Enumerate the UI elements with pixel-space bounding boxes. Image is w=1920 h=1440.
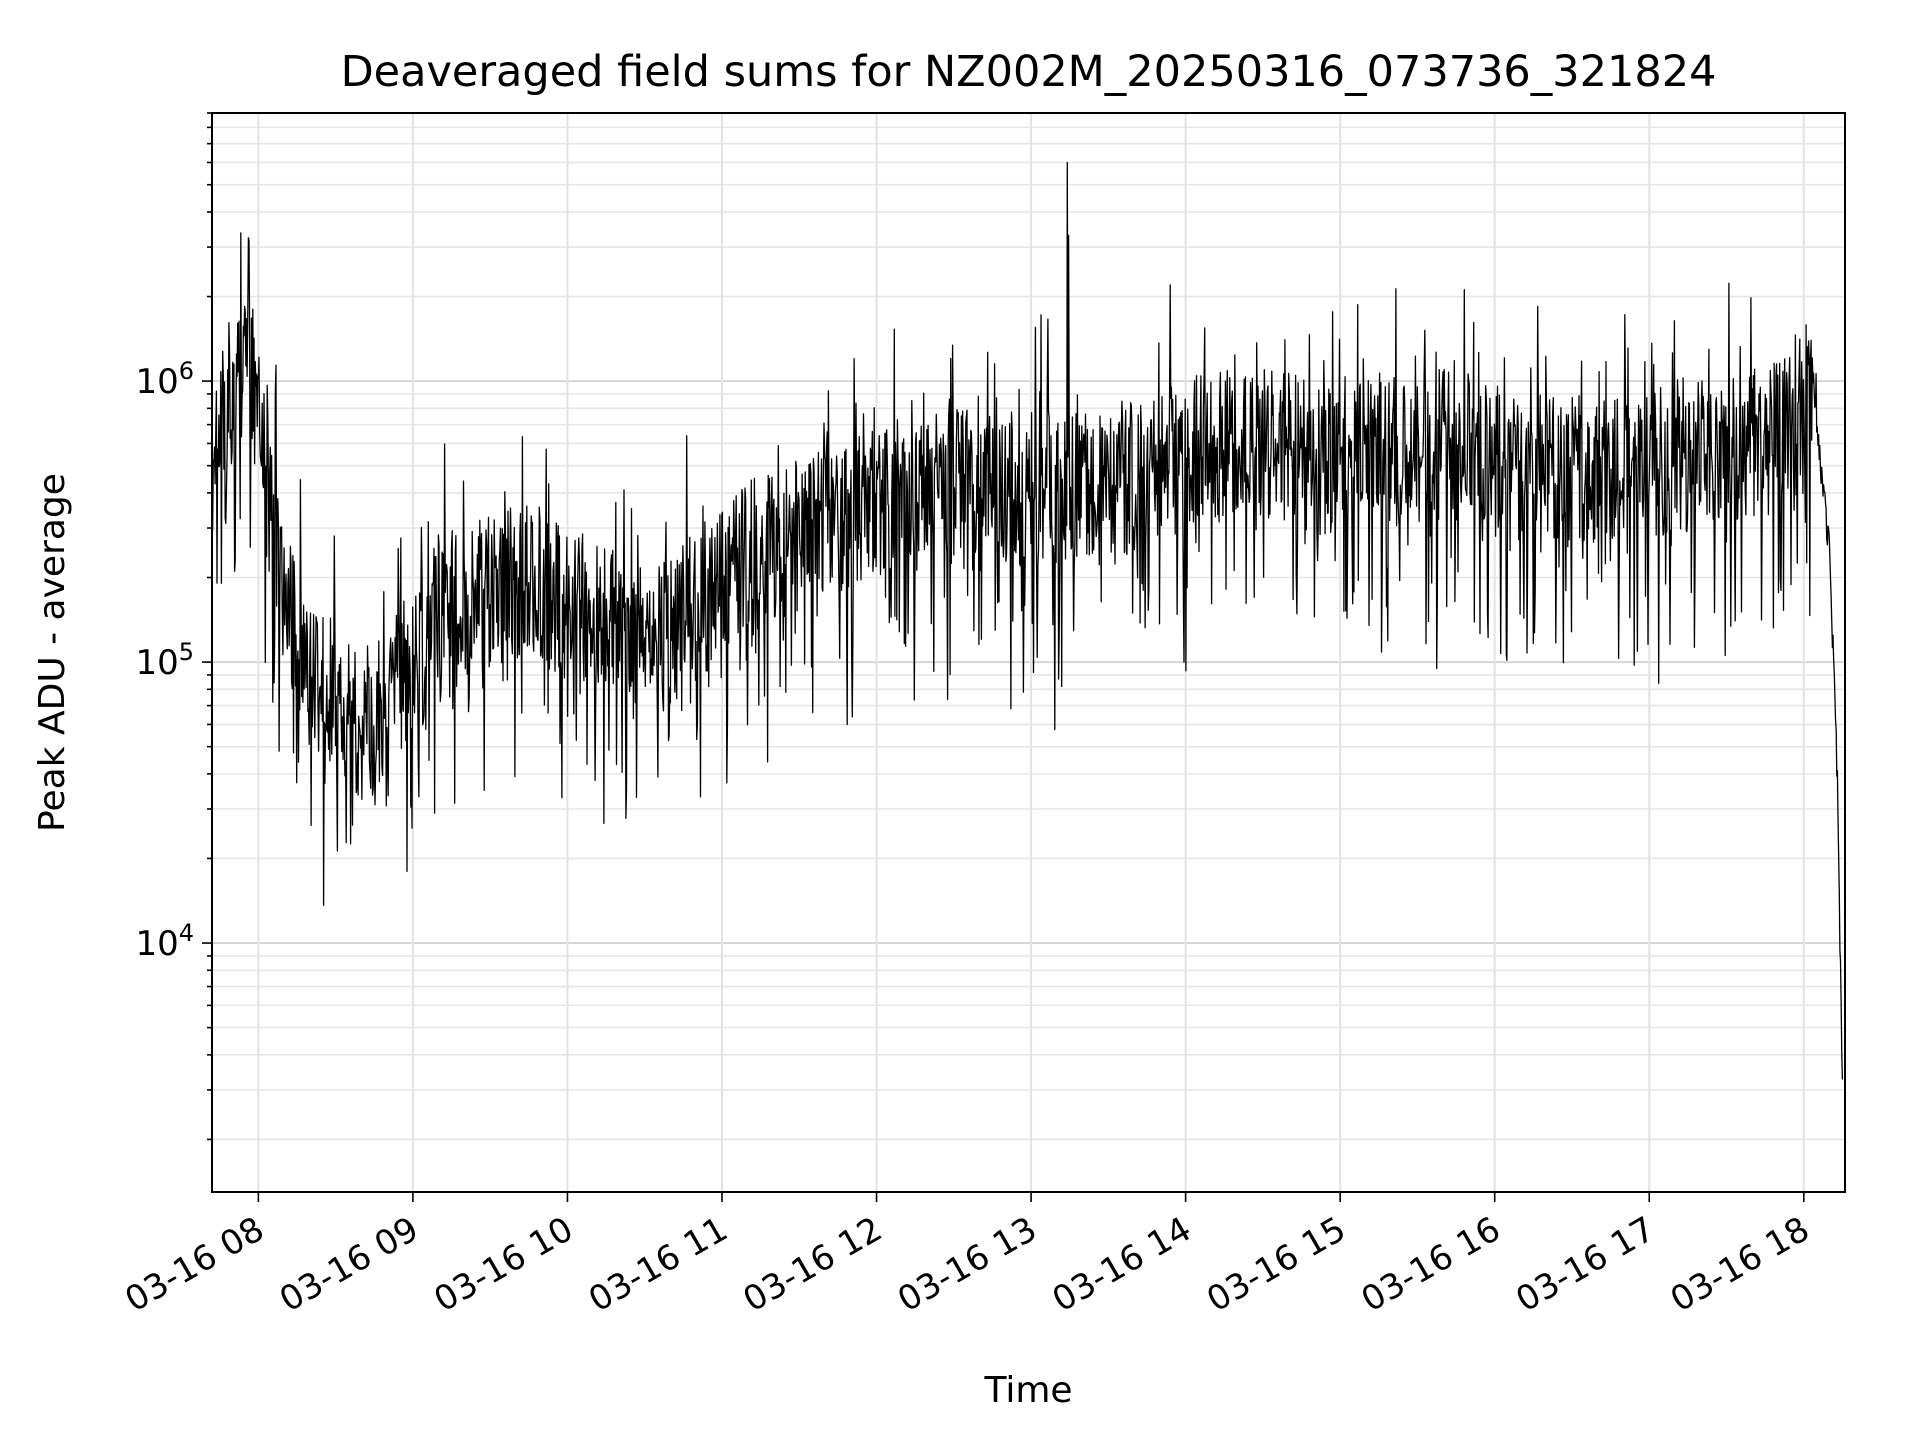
x-axis-label: Time (983, 1370, 1072, 1411)
y-tick-label-base: 10 (135, 362, 178, 402)
y-tick-label-base: 10 (135, 924, 178, 964)
y-tick-label: 106 (135, 357, 194, 402)
plot-frame (211, 112, 1846, 1193)
series-line (211, 161, 1844, 1080)
y-tick-label: 104 (135, 919, 194, 964)
chart-title: Deaveraged field sums for NZ002M_2025031… (341, 47, 1717, 97)
y-axis-label: Peak ADU - average (32, 473, 73, 832)
y-tick-label: 105 (135, 638, 194, 683)
y-tick-label-exponent: 6 (179, 357, 194, 385)
data-series (211, 161, 1844, 1080)
y-tick-label-exponent: 4 (179, 919, 194, 947)
y-tick-label-exponent: 5 (179, 638, 194, 666)
y-tick-label-base: 10 (135, 643, 178, 683)
